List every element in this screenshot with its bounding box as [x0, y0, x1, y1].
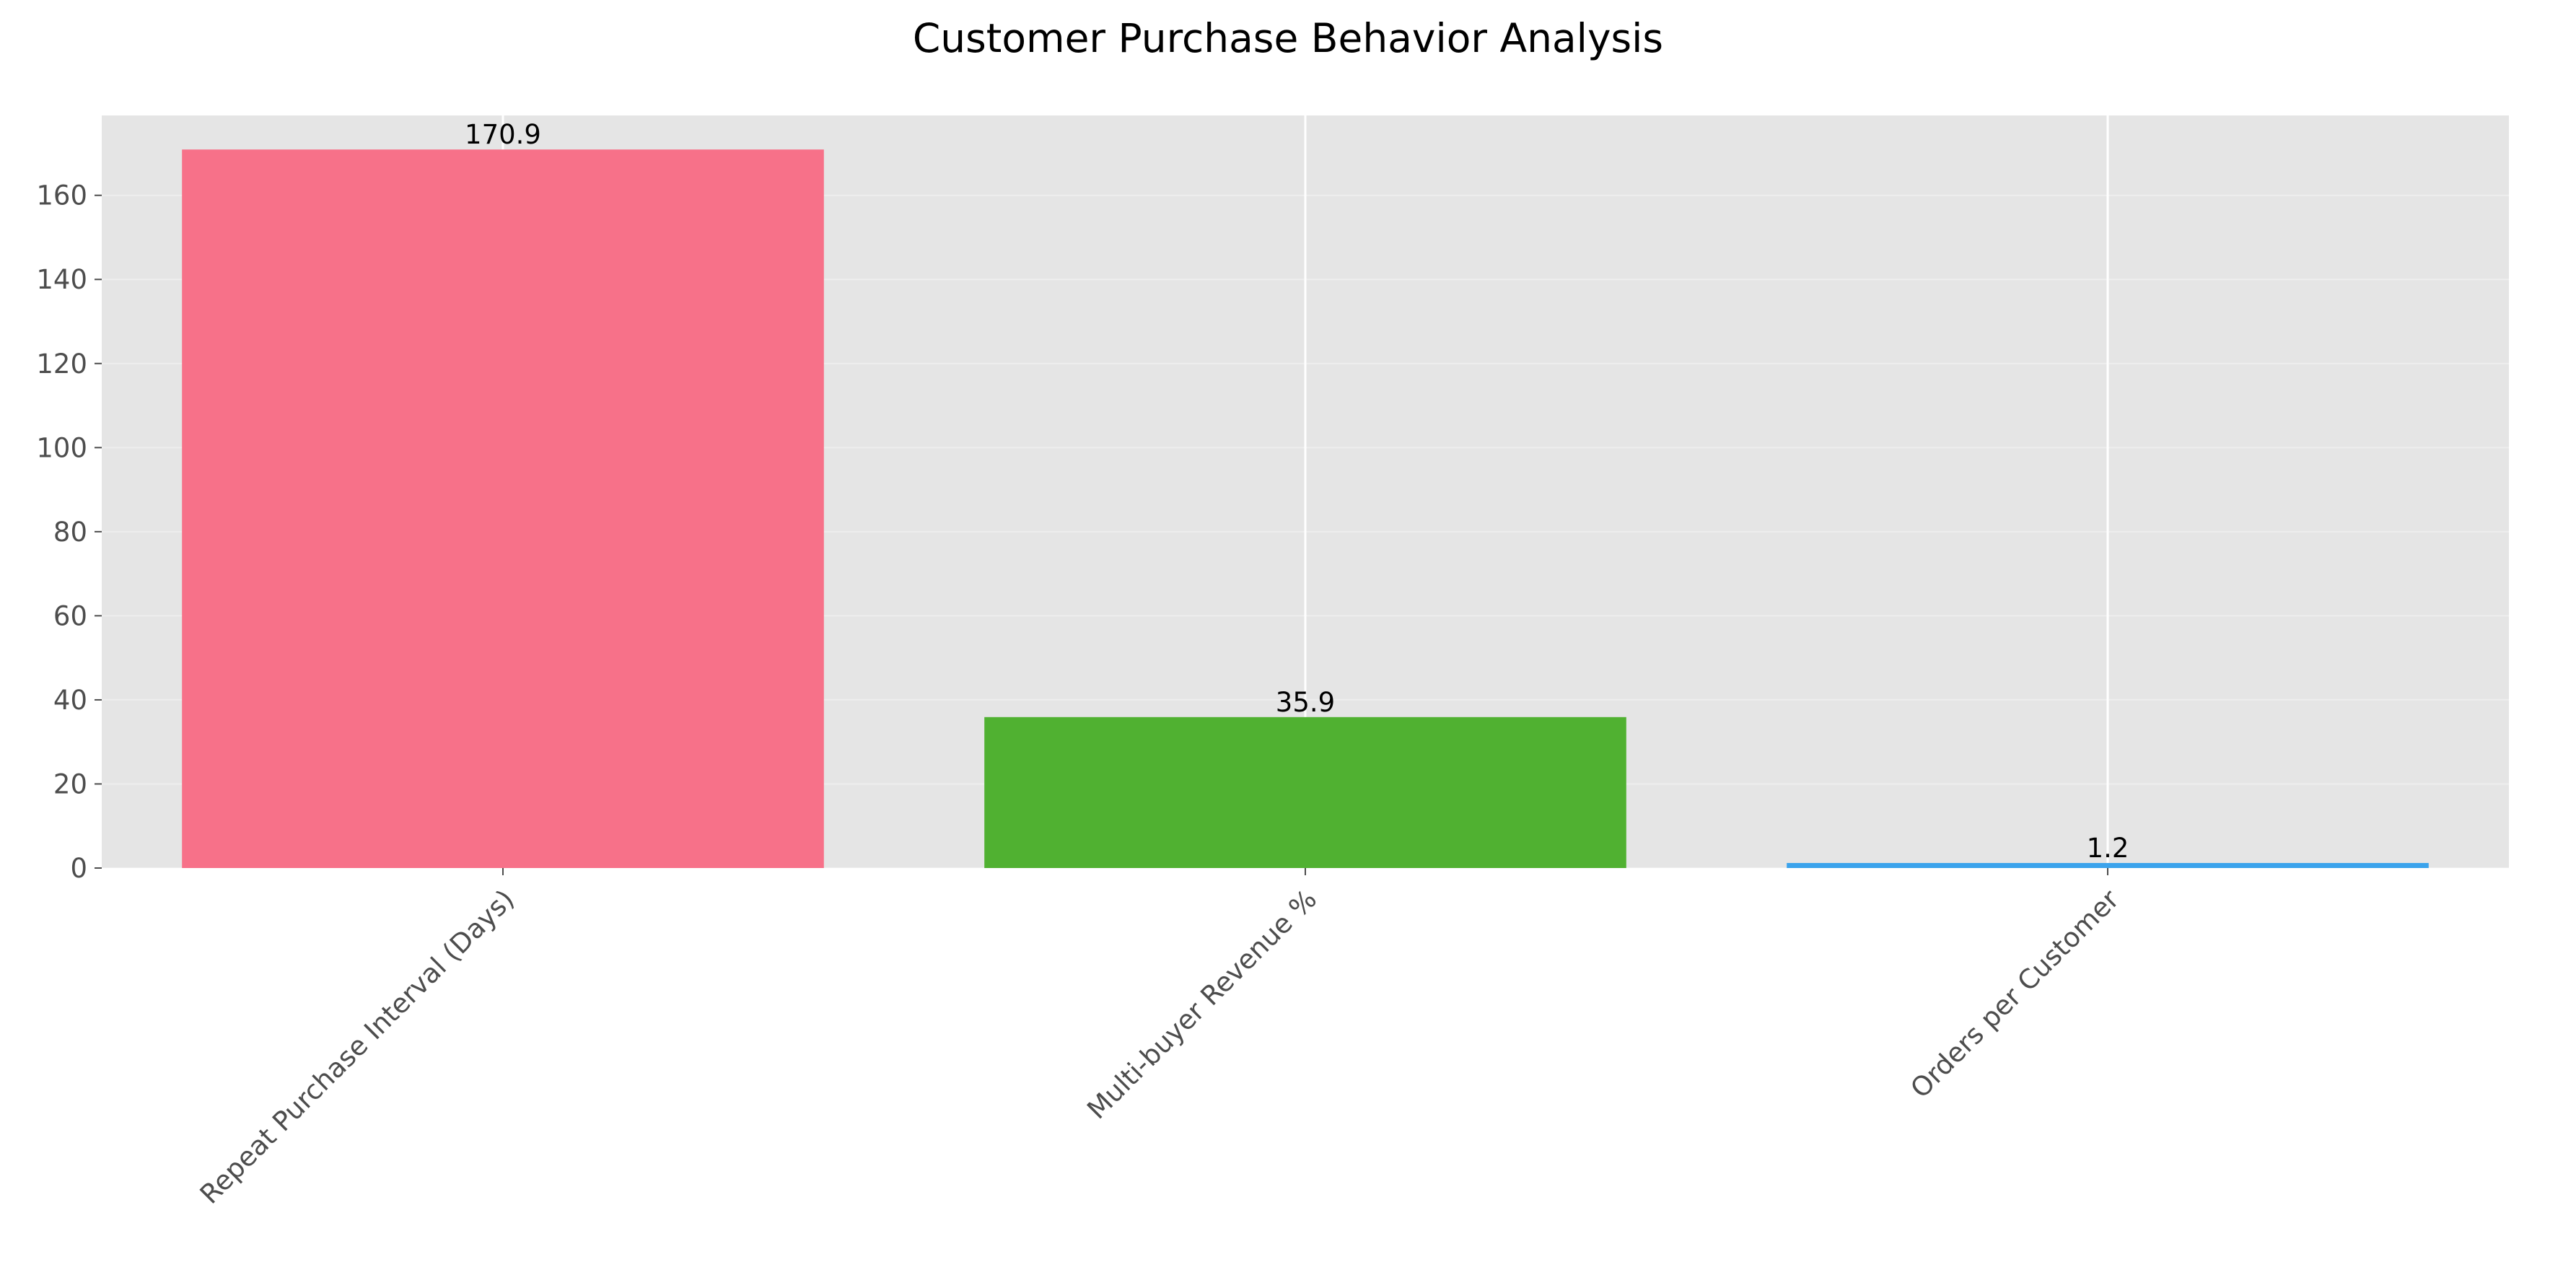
bar	[182, 149, 824, 868]
chart-title: Customer Purchase Behavior Analysis	[913, 15, 1663, 61]
y-tick-label: 20	[53, 768, 87, 799]
y-tick-label: 80	[53, 517, 87, 548]
bar-value-label: 35.9	[1276, 687, 1335, 718]
y-tick-label: 60	[53, 600, 87, 631]
x-tick-label: Orders per Customer	[1904, 883, 2125, 1104]
y-tick-label: 160	[36, 180, 87, 211]
bar	[1787, 863, 2429, 868]
y-tick-label: 120	[36, 349, 87, 380]
y-tick-label: 40	[53, 685, 87, 716]
plot-area: 170.9 35.9 1.2 0 20 40 60 80 100 120 140 160 Repeat …	[36, 115, 2509, 1210]
x-tick-label: Multi-buyer Revenue %	[1081, 884, 1323, 1126]
bar	[984, 717, 1626, 868]
y-tick-label: 100	[36, 432, 87, 463]
y-tick-label: 140	[36, 264, 87, 295]
y-tick-label: 0	[70, 853, 87, 884]
bar-value-label: 1.2	[2087, 833, 2129, 864]
bar-value-label: 170.9	[465, 119, 541, 150]
x-tick-label: Repeat Purchase Interval (Days)	[194, 884, 520, 1210]
